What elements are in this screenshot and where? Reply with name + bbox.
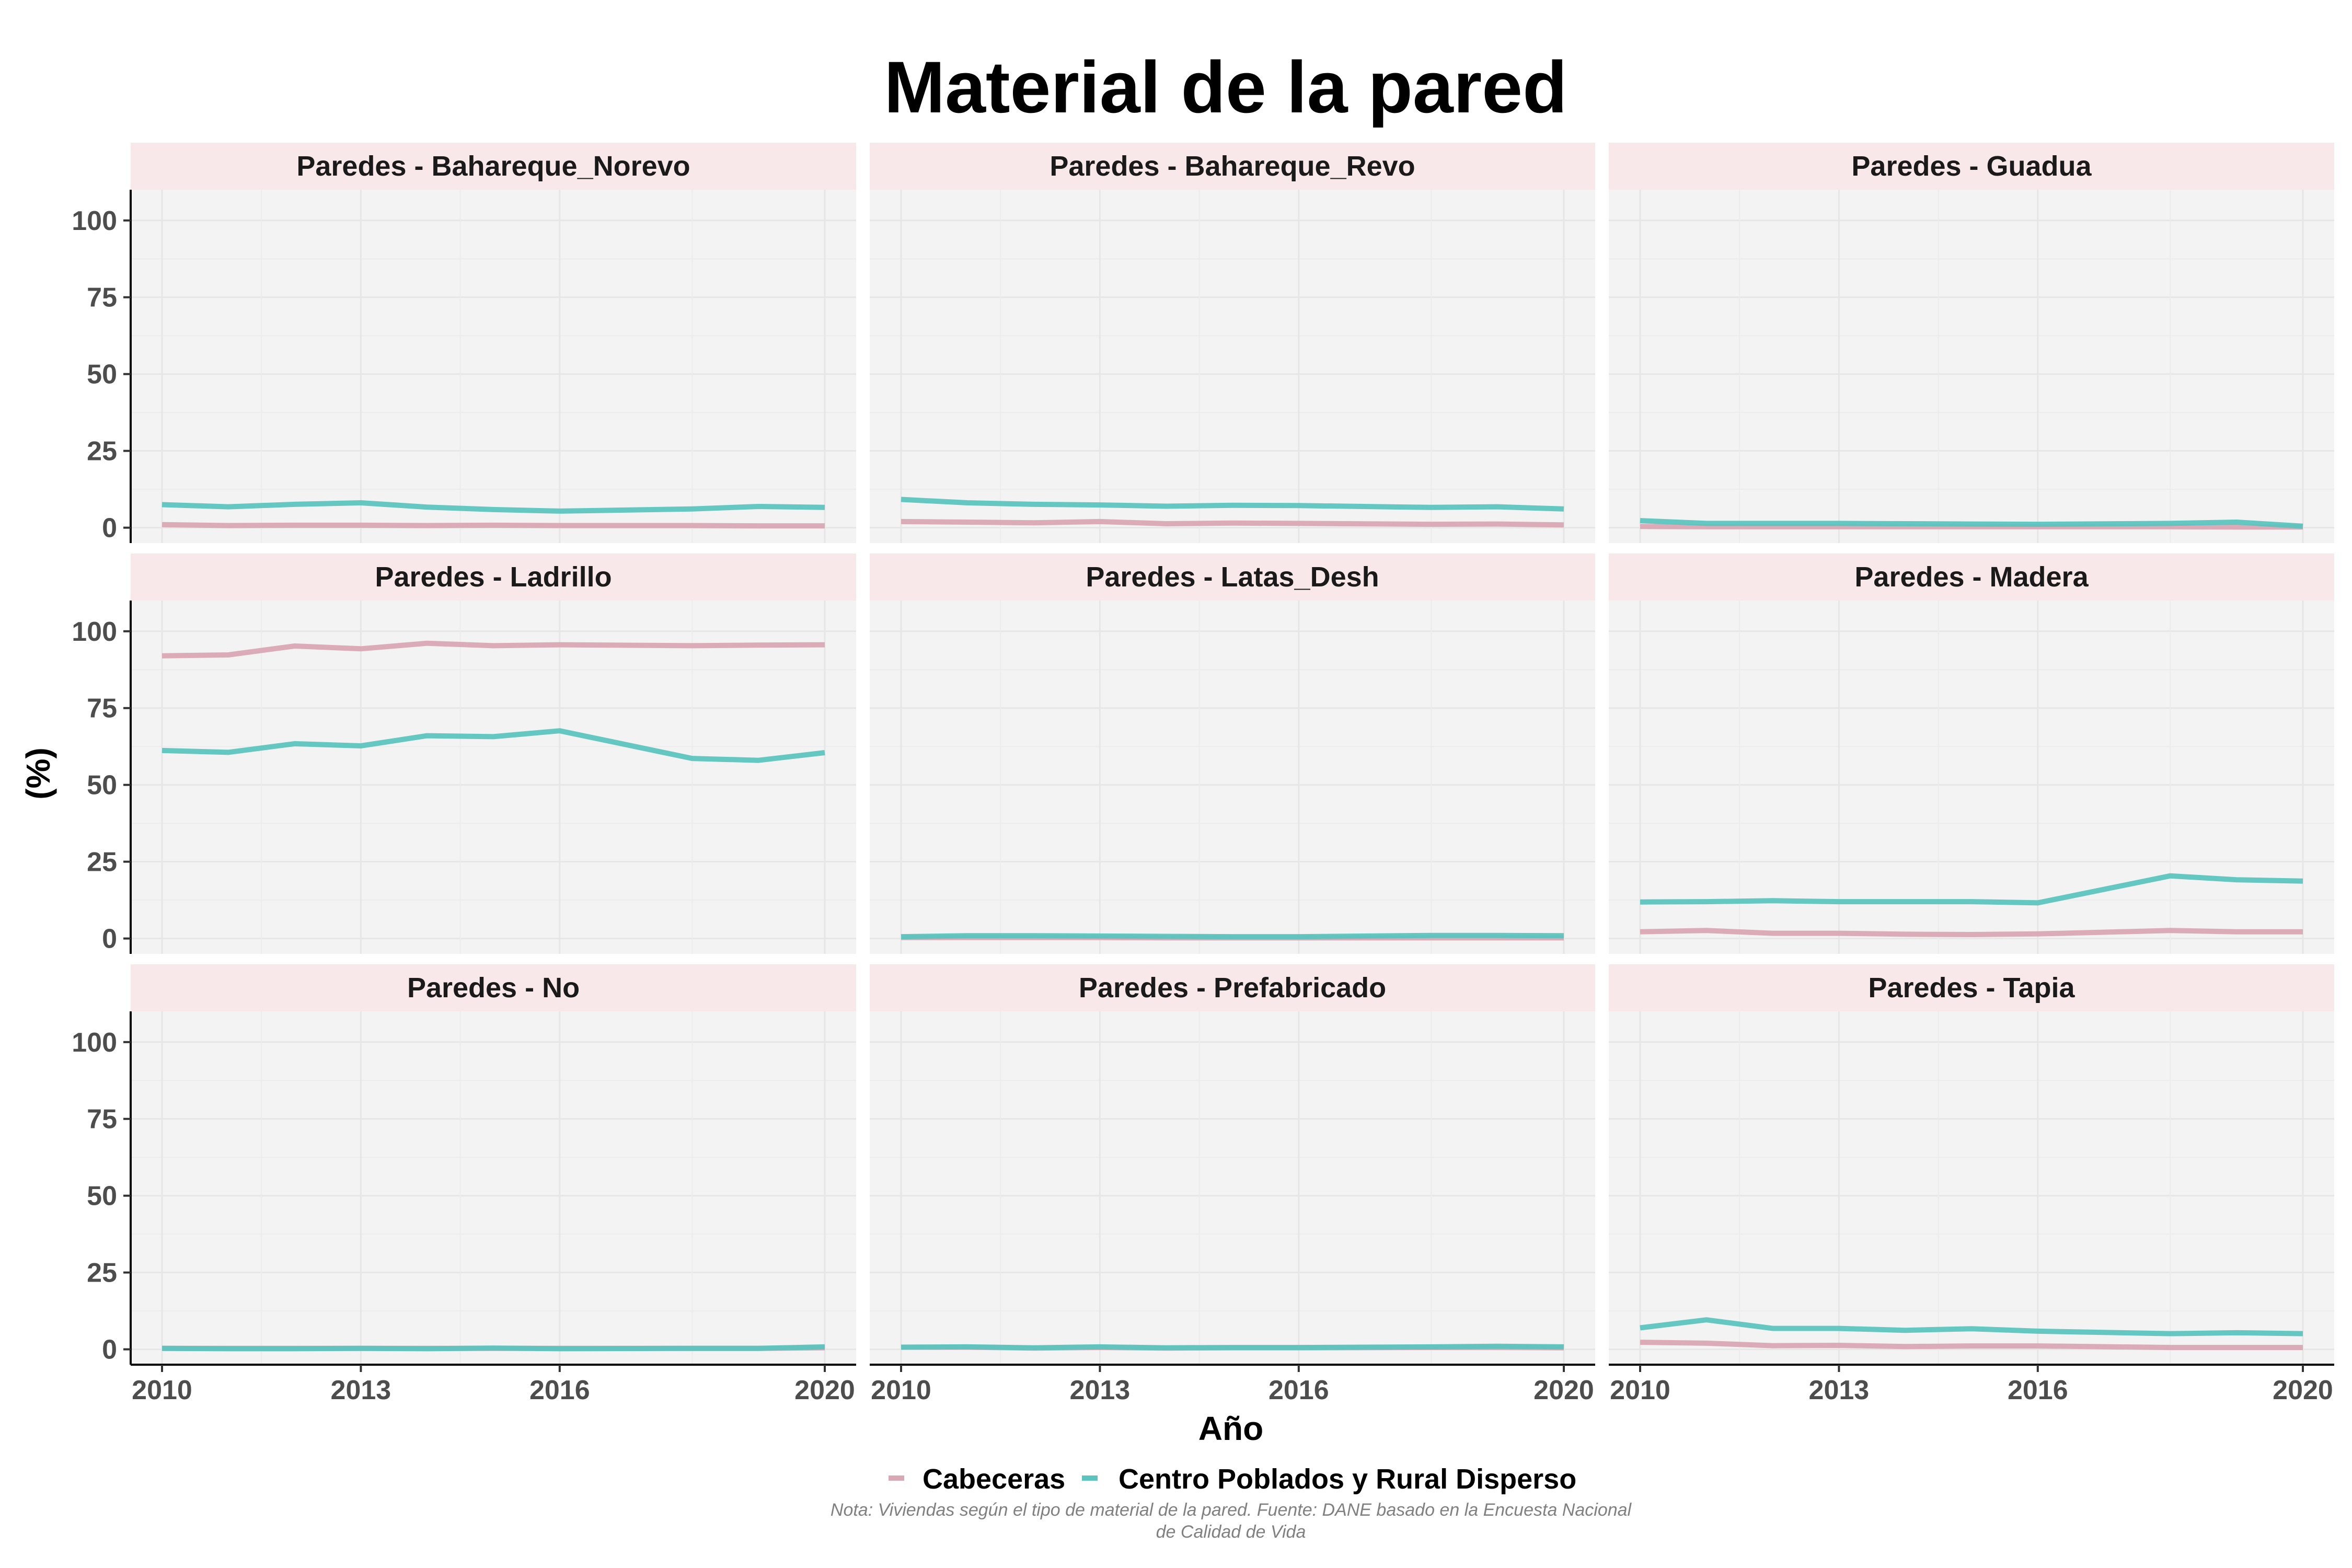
- panel-background: [870, 190, 1595, 543]
- series-line: [1640, 518, 2303, 529]
- y-tick-label: 100: [72, 206, 117, 236]
- facet-panel: Paredes - Latas_Desh: [870, 554, 1595, 954]
- y-tick-label: 0: [102, 513, 117, 544]
- x-tick-label: 2010: [871, 1375, 931, 1405]
- series-line: [1640, 524, 2303, 530]
- series-line: [901, 497, 1564, 512]
- facet-strip: [131, 143, 856, 190]
- legend-label: Cabeceras: [923, 1463, 1065, 1495]
- x-tick-label: 2016: [1269, 1375, 1329, 1405]
- facet-strip-label: Paredes - Tapia: [1868, 972, 2075, 1004]
- series-line: [162, 640, 825, 659]
- x-tick-label: 2013: [1070, 1375, 1131, 1405]
- series-line: [1640, 873, 2303, 906]
- panel-background: [131, 1011, 856, 1365]
- facet-strip-label: Paredes - Bahareque_Norevo: [296, 151, 690, 182]
- chart-title: Material de la pared: [884, 46, 1567, 128]
- facet-panel: Paredes - Bahareque_Norevo 0 25 50 75 100: [72, 143, 856, 544]
- facet-panel: Paredes - Bahareque_Revo: [870, 143, 1595, 543]
- x-tick-label: 2016: [2008, 1375, 2068, 1405]
- panel-background: [1609, 601, 2334, 954]
- panel-background: [131, 190, 856, 543]
- series-line: [162, 500, 825, 514]
- facet-strip: [1609, 554, 2334, 601]
- series-line: [162, 1344, 825, 1352]
- facet-strip-label: Paredes - No: [407, 972, 580, 1004]
- facet-panel: Paredes - Guadua: [1609, 143, 2334, 543]
- y-tick-label: 0: [102, 924, 117, 954]
- facet-strip: [870, 964, 1595, 1011]
- legend: Cabeceras Centro Poblados y Rural Dispers…: [889, 1463, 1576, 1495]
- y-tick-label: 0: [102, 1335, 117, 1365]
- facet-strip-label: Paredes - Madera: [1854, 561, 2089, 593]
- facet-panel: Paredes - Prefabricado 2010 2013 2016 2020: [870, 964, 1595, 1405]
- facet-panel: Paredes - Ladrillo 0 25 50 75 100: [72, 554, 856, 954]
- y-tick-label: 100: [72, 1028, 117, 1058]
- series-line: [1640, 1317, 2303, 1336]
- x-tick-label: 2020: [2273, 1375, 2333, 1405]
- legend-label: Centro Poblados y Rural Disperso: [1119, 1463, 1576, 1495]
- y-tick-label: 75: [87, 283, 117, 313]
- facet-strip: [131, 554, 856, 601]
- facet-strip: [870, 143, 1595, 190]
- series-line: [162, 728, 825, 763]
- y-tick-label: 25: [87, 847, 117, 878]
- panel-background: [131, 601, 856, 954]
- y-tick-label: 75: [87, 694, 117, 724]
- x-tick-label: 2020: [794, 1375, 855, 1405]
- facet-strip-label: Paredes - Bahareque_Revo: [1050, 151, 1415, 182]
- x-tick-label: 2013: [331, 1375, 391, 1405]
- series-line: [1640, 928, 2303, 937]
- facet-strip: [870, 554, 1595, 601]
- series-line: [901, 518, 1564, 528]
- series-line: [162, 522, 825, 529]
- x-tick-label: 2020: [1534, 1375, 1594, 1405]
- panel-background: [1609, 190, 2334, 543]
- x-axis-title: Año: [1198, 1410, 1263, 1447]
- x-tick-label: 2016: [529, 1375, 590, 1405]
- y-tick-label: 50: [87, 1181, 117, 1212]
- facet-strip-label: Paredes - Latas_Desh: [1086, 561, 1379, 593]
- source-note-line-1: Nota: Viviendas según el tipo de materia…: [831, 1500, 1632, 1520]
- panel-background: [870, 601, 1595, 954]
- panel-background: [1609, 1011, 2334, 1365]
- facet-panels: Paredes - Bahareque_Norevo0255075100Pare…: [72, 143, 2334, 1405]
- facet-strip-label: Paredes - Guadua: [1851, 151, 2092, 182]
- facet-strip: [1609, 143, 2334, 190]
- y-tick-label: 75: [87, 1104, 117, 1135]
- x-tick-label: 2010: [132, 1375, 192, 1405]
- y-tick-label: 100: [72, 617, 117, 647]
- series-line: [1640, 1340, 2303, 1351]
- y-tick-label: 25: [87, 436, 117, 467]
- facet-strip-label: Paredes - Prefabricado: [1079, 972, 1386, 1004]
- x-tick-label: 2010: [1610, 1375, 1670, 1405]
- facet-panel: Paredes - No 0 25 50 75 100 2010 2013 2016 2020: [72, 964, 856, 1405]
- x-tick-label: 2013: [1809, 1375, 1870, 1405]
- panel-background: [870, 1011, 1595, 1365]
- y-axis-title: (%): [19, 747, 57, 800]
- facet-strip: [131, 964, 856, 1011]
- y-tick-label: 25: [87, 1258, 117, 1288]
- y-tick-label: 50: [87, 360, 117, 390]
- series-line: [901, 932, 1564, 940]
- facet-panel: Paredes - Tapia 2010 2013 2016 2020: [1609, 964, 2334, 1405]
- source-note-line-2: de Calidad de Vida: [1156, 1522, 1306, 1542]
- facet-strip-label: Paredes - Ladrillo: [375, 561, 612, 593]
- facet-strip: [1609, 964, 2334, 1011]
- y-tick-label: 50: [87, 770, 117, 801]
- facet-panel: Paredes - Madera: [1609, 554, 2334, 954]
- series-line: [901, 1343, 1564, 1351]
